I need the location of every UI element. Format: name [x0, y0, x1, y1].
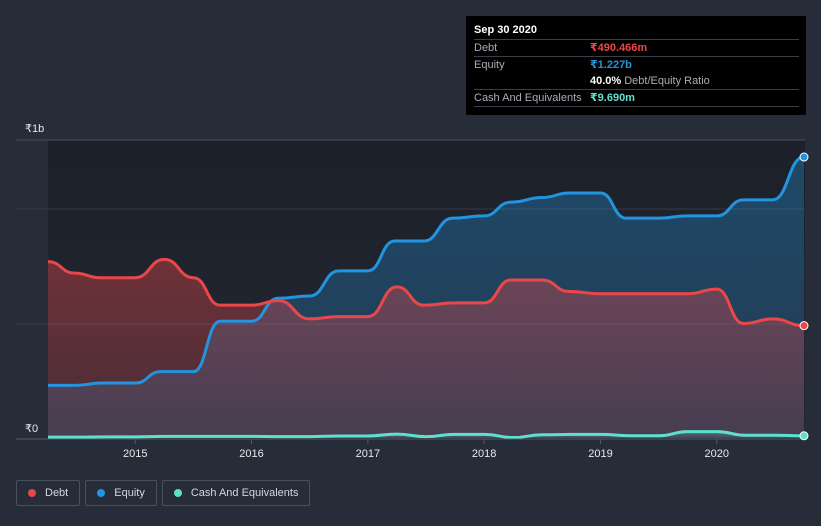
legend-label-cash: Cash And Equivalents — [190, 487, 299, 499]
legend-label-debt: Debt — [45, 487, 69, 499]
tooltip-date: Sep 30 2020 — [474, 22, 799, 40]
tooltip-row-equity: Equity ₹1.227b — [474, 57, 799, 73]
debt-line — [48, 257, 805, 328]
tooltip-row-debt: Debt ₹490.466m — [474, 40, 799, 57]
legend-label-equity: Equity — [114, 487, 145, 499]
equity-line — [48, 155, 805, 387]
cash-and-equivalents-line — [48, 430, 805, 439]
debt-dot-icon — [28, 489, 36, 497]
x-tick-label-2016: 2016 — [239, 448, 263, 460]
tooltip-ratio-value: 40.0% — [590, 75, 622, 87]
y-tick-label-zero: ₹0 — [25, 423, 38, 435]
tooltip-equity-value: ₹1.227b — [590, 59, 632, 71]
cash-dot-icon — [173, 489, 182, 497]
legend-item-equity[interactable]: Equity — [85, 480, 157, 506]
tooltip-row-cash: Cash And Equivalents ₹9.690m — [474, 90, 799, 107]
equity-end-point — [799, 152, 809, 162]
x-tick-label-2019: 2019 — [588, 448, 612, 460]
legend-item-cash[interactable]: Cash And Equivalents — [161, 480, 311, 506]
equity-dot-icon — [97, 489, 106, 497]
tooltip-debt-value: ₹490.466m — [590, 42, 648, 54]
tooltip-cash-label: Cash And Equivalents — [474, 92, 582, 104]
cash-and-equivalents-end-point — [799, 431, 809, 441]
tooltip-ratio-label: Debt/Equity Ratio — [624, 75, 710, 87]
debt-area — [48, 259, 804, 438]
x-tick-label-2017: 2017 — [356, 448, 380, 460]
y-tick-label-max: ₹1b — [25, 123, 44, 135]
x-tick-label-2020: 2020 — [705, 448, 729, 460]
tooltip-row-ratio: 40.0% Debt/Equity Ratio — [474, 73, 799, 90]
chart-legend: Debt Equity Cash And Equivalents — [16, 480, 311, 506]
tooltip-panel: Sep 30 2020 Debt ₹490.466m Equity ₹1.227… — [466, 16, 806, 115]
x-tick-label-2018: 2018 — [472, 448, 496, 460]
tooltip-cash-value: ₹9.690m — [590, 92, 635, 104]
tooltip-equity-label: Equity — [474, 59, 505, 71]
legend-item-debt[interactable]: Debt — [16, 480, 81, 506]
debt-end-point — [799, 321, 809, 331]
x-tick-label-2015: 2015 — [123, 448, 147, 460]
tooltip-debt-label: Debt — [474, 42, 498, 54]
plot-right-margin — [805, 130, 821, 450]
